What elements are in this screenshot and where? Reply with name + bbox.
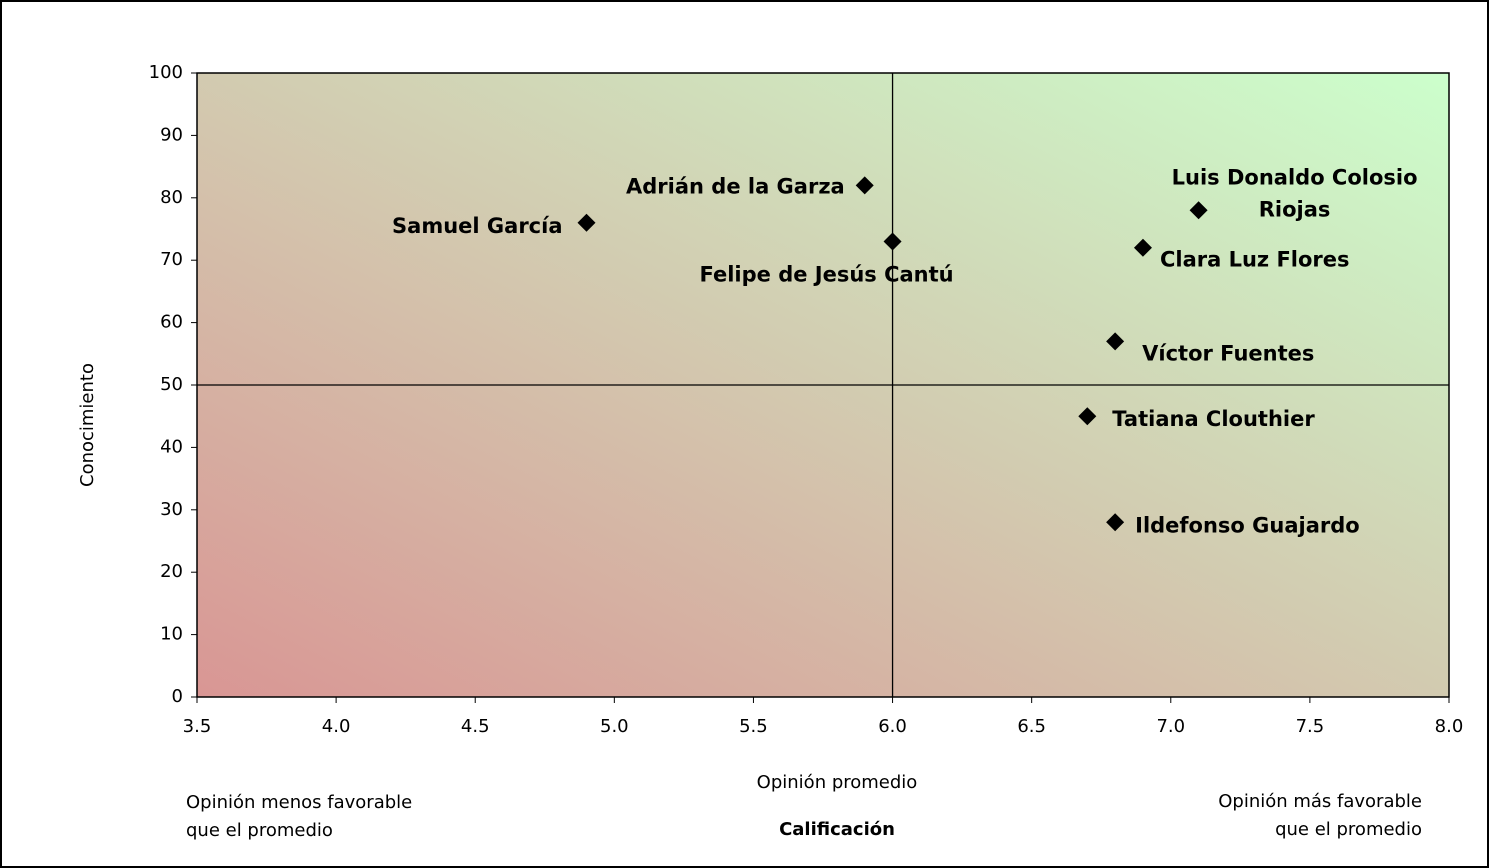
- x-tick-label: 7.5: [1296, 716, 1325, 737]
- y-axis-label: Conocimiento: [77, 363, 98, 487]
- y-tick-label: 80: [160, 187, 183, 208]
- x-tick-label: 7.0: [1156, 716, 1185, 737]
- point-label: Tatiana Clouthier: [1112, 407, 1315, 431]
- y-tick-label: 50: [160, 374, 183, 395]
- marker: [577, 213, 596, 232]
- x-tick-label: 5.0: [600, 716, 629, 737]
- marker: [883, 232, 902, 251]
- marker: [855, 176, 874, 195]
- marker: [1106, 332, 1125, 351]
- y-tick-label: 90: [160, 124, 183, 145]
- y-tick-label: 40: [160, 436, 183, 457]
- annotation: Opinión menos favorable: [186, 792, 412, 813]
- point-label: Felipe de Jesús Cantú: [699, 262, 953, 286]
- y-tick-label: 0: [172, 686, 183, 707]
- x-tick-label: 5.5: [739, 716, 768, 737]
- y-tick-label: 100: [149, 62, 183, 83]
- marker: [1189, 201, 1208, 220]
- point-label: Samuel García: [392, 214, 562, 238]
- point-label: Clara Luz Flores: [1160, 248, 1350, 272]
- x-tick-label: 6.5: [1017, 716, 1046, 737]
- y-tick-label: 20: [160, 561, 183, 582]
- y-tick-label: 60: [160, 312, 183, 333]
- annotation: que el promedio: [1275, 819, 1422, 840]
- x-tick-label: 4.0: [322, 716, 351, 737]
- point-label: Adrián de la Garza: [626, 174, 845, 198]
- annotation: Opinión más favorable: [1218, 791, 1422, 812]
- point-label: Víctor Fuentes: [1142, 341, 1314, 365]
- marker: [1078, 407, 1097, 426]
- point-label: Riojas: [1259, 197, 1331, 221]
- y-tick-label: 30: [160, 499, 183, 520]
- x-tick-label: 3.5: [183, 716, 212, 737]
- x-tick-label: 8.0: [1435, 716, 1464, 737]
- y-tick-label: 10: [160, 624, 183, 645]
- y-tick-label: 70: [160, 249, 183, 270]
- x-tick-label: 4.5: [461, 716, 490, 737]
- marker: [1133, 238, 1152, 257]
- marker: [1106, 513, 1125, 532]
- point-label: Luis Donaldo Colosio: [1172, 165, 1418, 189]
- annotation: que el promedio: [186, 820, 333, 841]
- x-axis-label: Calificación: [779, 819, 895, 840]
- x-tick-label: 6.0: [878, 716, 907, 737]
- point-label: Ildefonso Guajardo: [1135, 513, 1360, 537]
- annotation: Opinión promedio: [757, 772, 918, 793]
